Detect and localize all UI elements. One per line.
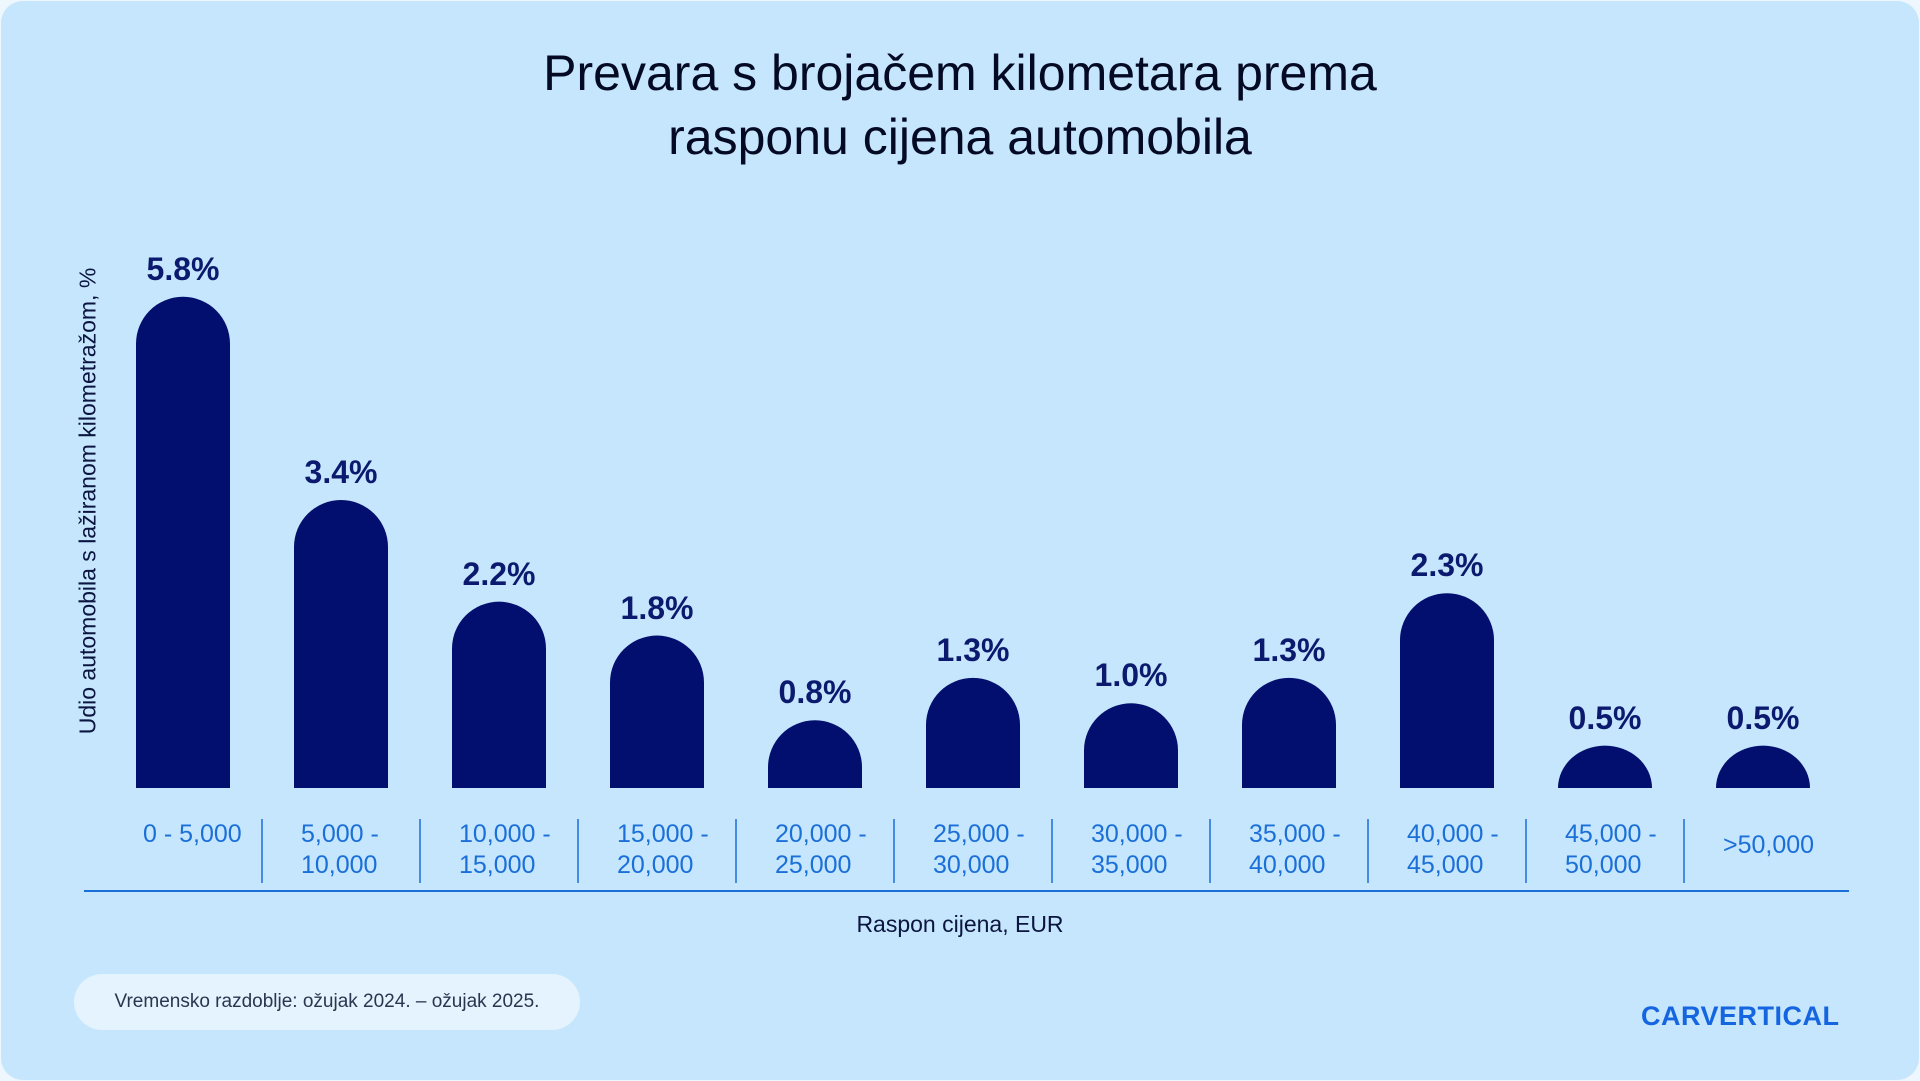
bar bbox=[452, 601, 546, 788]
bar bbox=[294, 500, 388, 788]
x-tick-label: >50,000 bbox=[1723, 831, 1815, 859]
x-tick-label: 5,000 - 10,000 bbox=[301, 820, 379, 879]
value-label: 0.5% bbox=[1568, 699, 1642, 736]
value-label: 0.8% bbox=[778, 674, 852, 711]
logo: CARVERTICAL bbox=[1641, 1001, 1840, 1031]
value-label: 1.3% bbox=[1252, 631, 1326, 668]
bar bbox=[136, 296, 230, 788]
bar bbox=[1242, 677, 1336, 788]
x-tick-label: 0 - 5,000 bbox=[143, 820, 242, 848]
x-tick-label: 30,000 - 35,000 bbox=[1091, 820, 1183, 879]
x-axis-label: Raspon cijena, EUR bbox=[856, 911, 1064, 937]
value-label: 1.8% bbox=[620, 589, 694, 626]
bar bbox=[768, 720, 862, 788]
value-label: 5.8% bbox=[146, 250, 220, 287]
value-label: 3.4% bbox=[304, 454, 378, 491]
y-axis-label: Udio automobila s lažiranom kilometražom… bbox=[74, 267, 101, 735]
bar bbox=[1716, 745, 1810, 788]
x-tick-label: 20,000 - 25,000 bbox=[775, 820, 867, 879]
value-label: 1.0% bbox=[1094, 657, 1168, 694]
bar bbox=[610, 635, 704, 788]
bar bbox=[1558, 745, 1652, 788]
x-tick-label: 25,000 - 30,000 bbox=[933, 820, 1025, 879]
x-tick-label: 45,000 - 50,000 bbox=[1565, 820, 1657, 879]
value-label: 0.5% bbox=[1726, 699, 1800, 736]
bar bbox=[1084, 703, 1178, 788]
x-tick-label: 15,000 - 20,000 bbox=[617, 820, 709, 879]
x-tick-label: 10,000 - 15,000 bbox=[459, 820, 551, 879]
bar bbox=[926, 677, 1020, 788]
value-label: 2.2% bbox=[462, 555, 536, 592]
x-tick-label: 40,000 - 45,000 bbox=[1407, 820, 1499, 879]
footnote: Vremensko razdoblje: ožujak 2024. – ožuj… bbox=[74, 974, 580, 1030]
x-tick-label: 35,000 - 40,000 bbox=[1249, 820, 1341, 879]
value-label: 1.3% bbox=[936, 631, 1010, 668]
bar bbox=[1400, 593, 1494, 788]
chart-title: Prevara s brojačem kilometara prema rasp… bbox=[543, 45, 1377, 165]
value-label: 2.3% bbox=[1410, 547, 1484, 584]
